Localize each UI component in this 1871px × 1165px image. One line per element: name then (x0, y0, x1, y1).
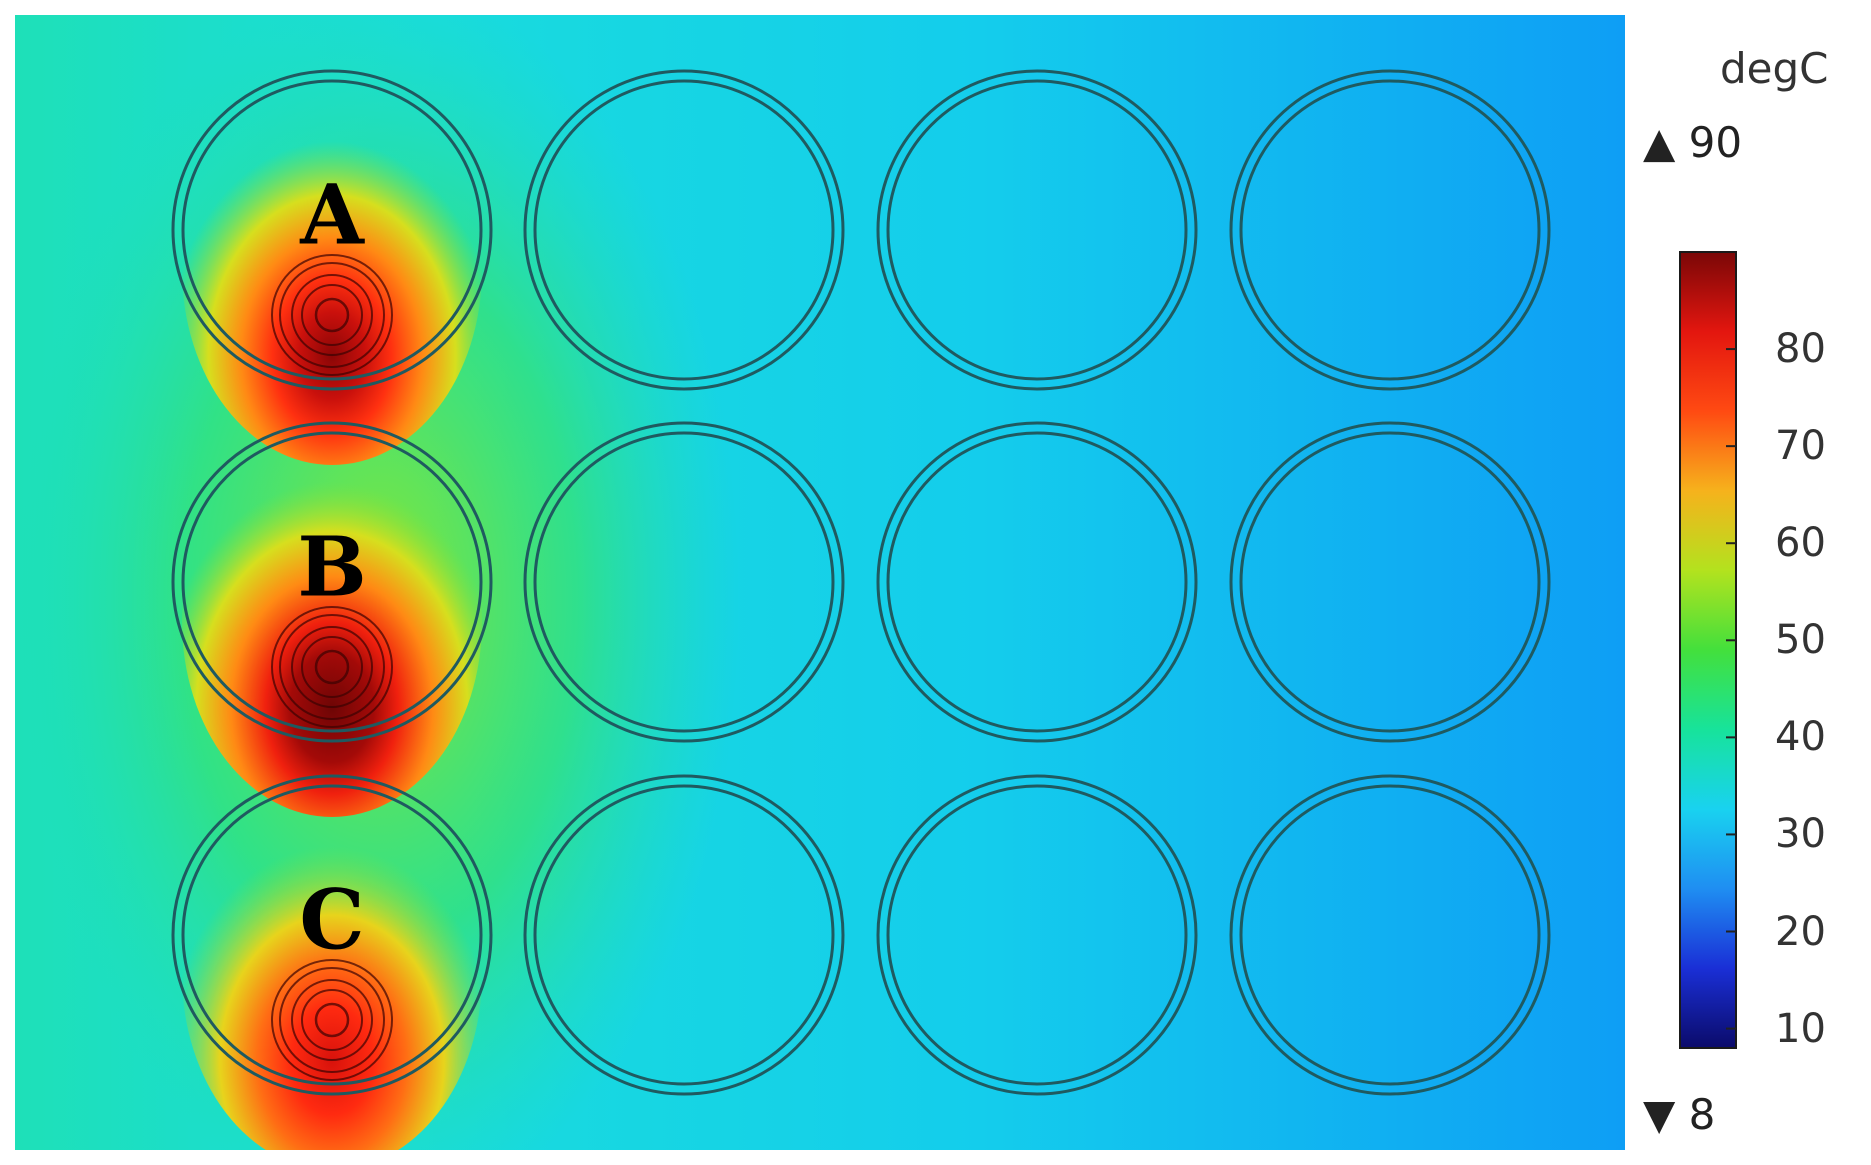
max-marker-icon: ▲ (1643, 118, 1676, 167)
hot-spot-c (182, 780, 482, 1150)
well (171, 774, 493, 1096)
well (523, 774, 845, 1096)
colorbar-tick-label: 60 (1775, 520, 1826, 567)
well (1229, 69, 1551, 391)
colorbar-max-value: 90 (1688, 118, 1743, 167)
colorbar-tick-label: 40 (1775, 714, 1826, 761)
well (171, 69, 493, 391)
well (523, 421, 845, 743)
well (523, 69, 845, 391)
hot-spot-a (182, 75, 482, 465)
colorbar-tick-label: 20 (1775, 908, 1826, 955)
well-label-a: A (299, 167, 365, 263)
colorbar-max-label: ▲ 90 (1643, 118, 1742, 167)
colorbar-tick-label: 10 (1775, 1005, 1826, 1052)
colorbar-tick-label: 80 (1775, 326, 1826, 373)
well (876, 774, 1198, 1096)
colorbar-min-label: ▼ 8 (1643, 1090, 1715, 1139)
colorbar-unit: degC (1720, 44, 1829, 93)
well (171, 421, 493, 743)
well-label-c: C (299, 872, 364, 968)
well (876, 421, 1198, 743)
colorbar (1679, 251, 1737, 1049)
min-marker-icon: ▼ (1643, 1090, 1676, 1139)
colorbar-tick-label: 30 (1775, 811, 1826, 858)
well (1229, 421, 1551, 743)
colorbar-min-value: 8 (1688, 1090, 1716, 1139)
well (1229, 774, 1551, 1096)
well (876, 69, 1198, 391)
colorbar-tick-label: 50 (1775, 617, 1826, 664)
hot-spot-b (182, 427, 482, 817)
well-label-b: B (297, 519, 366, 615)
colorbar-tick-label: 70 (1775, 423, 1826, 470)
